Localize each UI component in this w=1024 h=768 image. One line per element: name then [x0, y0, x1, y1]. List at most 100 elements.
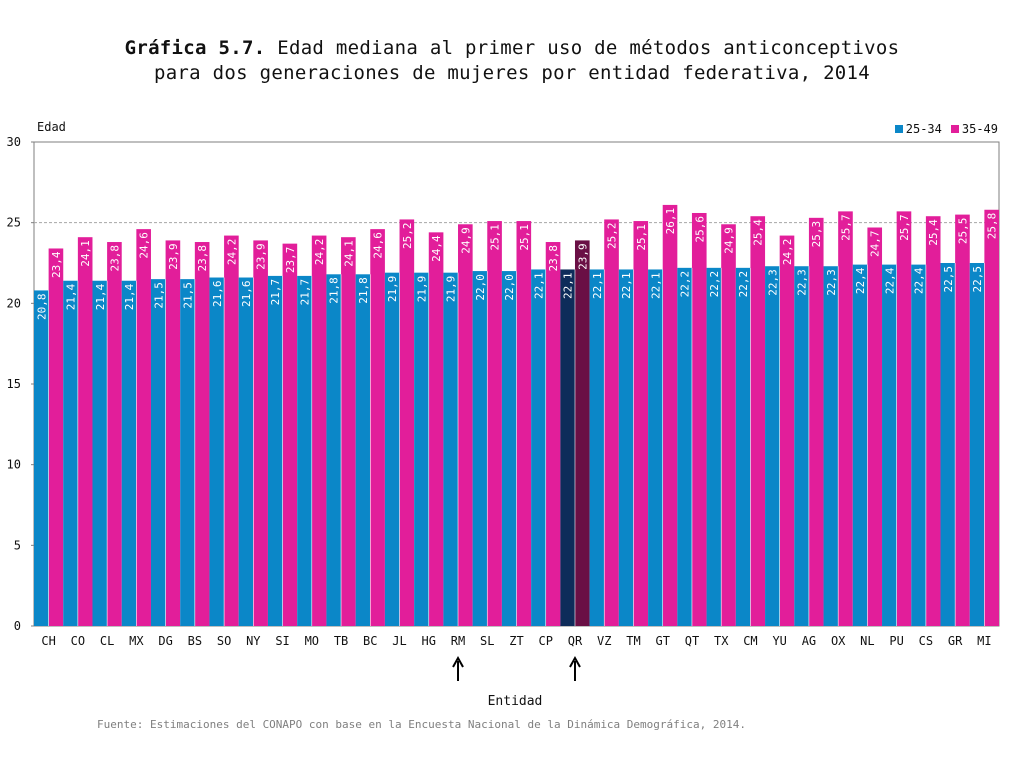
- data-label-35-49-JL: 25,2: [401, 222, 414, 249]
- bar-35-49-SL: [487, 221, 502, 626]
- legend-label-35-49: 35-49: [961, 122, 998, 136]
- bar-35-49-MX: [136, 229, 151, 626]
- data-label-35-49-TM: 25,1: [635, 224, 648, 251]
- data-label-25-34-TM: 22,1: [620, 272, 633, 299]
- x-tick-label-CM: CM: [743, 634, 757, 648]
- x-tick-label-SL: SL: [480, 634, 494, 648]
- legend: 25-34 35-49: [894, 122, 998, 136]
- data-label-25-34-RM: 21,9: [445, 276, 458, 303]
- data-label-35-49-SL: 25,1: [489, 224, 502, 251]
- x-tick-label-TM: TM: [626, 634, 640, 648]
- data-label-25-34-GR: 22,5: [942, 266, 955, 293]
- data-label-25-34-PU: 22,4: [883, 267, 896, 294]
- bar-35-49-CP: [545, 242, 561, 626]
- x-tick-label-CL: CL: [100, 634, 114, 648]
- x-tick-label-QR: QR: [568, 634, 583, 648]
- data-label-35-49-QR: 23,9: [576, 243, 589, 270]
- data-label-35-49-MO: 24,2: [313, 239, 326, 266]
- data-label-35-49-ZT: 25,1: [518, 224, 531, 251]
- data-label-35-49-NL: 24,7: [869, 231, 882, 257]
- data-label-25-34-OX: 22,3: [825, 269, 838, 296]
- data-label-35-49-PU: 25,7: [898, 214, 911, 241]
- x-tick-label-DG: DG: [158, 634, 172, 648]
- bar-35-49-MO: [311, 235, 327, 626]
- x-tick-label-GT: GT: [655, 634, 669, 648]
- bar-35-49-DG: [165, 240, 181, 626]
- data-label-25-34-CO: 21,4: [65, 283, 78, 310]
- data-label-25-34-CS: 22,4: [913, 267, 926, 294]
- bar-25-34-AG: [794, 266, 809, 626]
- bar-25-34-OX: [823, 266, 839, 626]
- data-label-25-34-AG: 22,3: [796, 269, 809, 296]
- bar-35-49-JL: [399, 219, 415, 626]
- y-tick-label: 25: [7, 216, 21, 230]
- legend-swatch-25-34: [894, 125, 903, 133]
- y-tick-label: 5: [14, 538, 21, 552]
- data-label-25-34-JL: 21,9: [386, 276, 399, 303]
- data-label-25-34-TX: 22,2: [708, 271, 721, 298]
- chart-title-text: Edad mediana al primer uso de métodos an…: [277, 37, 900, 59]
- legend-swatch-35-49: [950, 125, 959, 133]
- x-tick-label-CH: CH: [41, 634, 55, 648]
- y-tick-label: 15: [7, 377, 21, 391]
- x-tick-label-CS: CS: [919, 634, 933, 648]
- data-label-35-49-CL: 23,8: [108, 245, 121, 272]
- bar-35-49-CH: [48, 248, 64, 627]
- x-tick-label-CP: CP: [539, 634, 553, 648]
- x-tick-label-OX: OX: [831, 634, 846, 648]
- bar-25-34-MO: [297, 275, 312, 626]
- data-label-25-34-DG: 21,5: [152, 282, 165, 309]
- bar-25-34-MX: [121, 280, 137, 626]
- x-tick-label-JL: JL: [392, 634, 406, 648]
- bar-35-49-BC: [370, 229, 385, 626]
- bar-25-34-NL: [852, 264, 868, 626]
- legend-label-25-34: 25-34: [905, 122, 942, 136]
- bar-25-34-HG: [414, 272, 429, 626]
- data-label-25-34-BC: 21,8: [357, 277, 370, 304]
- bar-25-34-GT: [648, 269, 663, 626]
- data-label-25-34-YU: 22,3: [766, 269, 779, 296]
- y-tick-label: 0: [14, 619, 21, 633]
- bar-35-49-QT: [691, 212, 707, 626]
- chart-title-line2: para dos generaciones de mujeres por ent…: [153, 62, 871, 84]
- x-tick-label-VZ: VZ: [597, 634, 611, 648]
- data-label-25-34-BS: 21,5: [182, 282, 195, 309]
- bar-35-49-VZ: [604, 219, 619, 626]
- x-tick-label-TB: TB: [334, 634, 348, 648]
- bar-25-34-VZ: [589, 269, 605, 626]
- data-label-35-49-GT: 26,1: [664, 208, 677, 235]
- data-label-35-49-HG: 24,4: [430, 235, 443, 262]
- bar-35-49-PU: [896, 211, 912, 626]
- data-label-35-49-CM: 25,4: [752, 219, 765, 246]
- data-label-25-34-VZ: 22,1: [591, 272, 604, 299]
- legend-item-25-34: 25-34: [894, 122, 942, 136]
- data-label-25-34-NY: 21,6: [240, 281, 253, 308]
- data-label-35-49-BC: 24,6: [372, 232, 385, 259]
- bar-35-49-OX: [838, 211, 853, 626]
- bar-25-34-CP: [531, 269, 546, 626]
- bar-25-34-CM: [735, 267, 751, 626]
- arrow-head-QR: [569, 655, 581, 668]
- data-label-35-49-QT: 25,6: [693, 216, 706, 243]
- data-label-35-49-CH: 23,4: [50, 251, 63, 278]
- bar-25-34-TM: [618, 269, 634, 626]
- x-tick-label-ZT: ZT: [509, 634, 523, 648]
- x-tick-label-MX: MX: [129, 634, 144, 648]
- x-tick-label-TX: TX: [714, 634, 729, 648]
- x-tick-label-QT: QT: [685, 634, 699, 648]
- x-tick-label-HG: HG: [422, 634, 436, 648]
- bar-35-49-GT: [662, 204, 678, 627]
- x-tick-label-GR: GR: [948, 634, 963, 648]
- data-label-35-49-CO: 24,1: [79, 240, 92, 266]
- data-label-25-34-CH: 20,8: [35, 293, 48, 320]
- arrow-head-RM: [452, 655, 464, 668]
- data-label-35-49-YU: 24,2: [781, 239, 794, 266]
- bar-25-34-SI: [267, 275, 283, 626]
- data-label-25-34-MO: 21,7: [298, 279, 311, 306]
- bar-35-49-ZT: [516, 221, 532, 626]
- bar-35-49-CM: [750, 216, 766, 627]
- bar-25-34-ZT: [501, 271, 517, 626]
- data-label-25-34-ZT: 22,0: [503, 274, 516, 301]
- bar-25-34-CL: [92, 280, 108, 626]
- data-label-35-49-TX: 24,9: [723, 227, 736, 254]
